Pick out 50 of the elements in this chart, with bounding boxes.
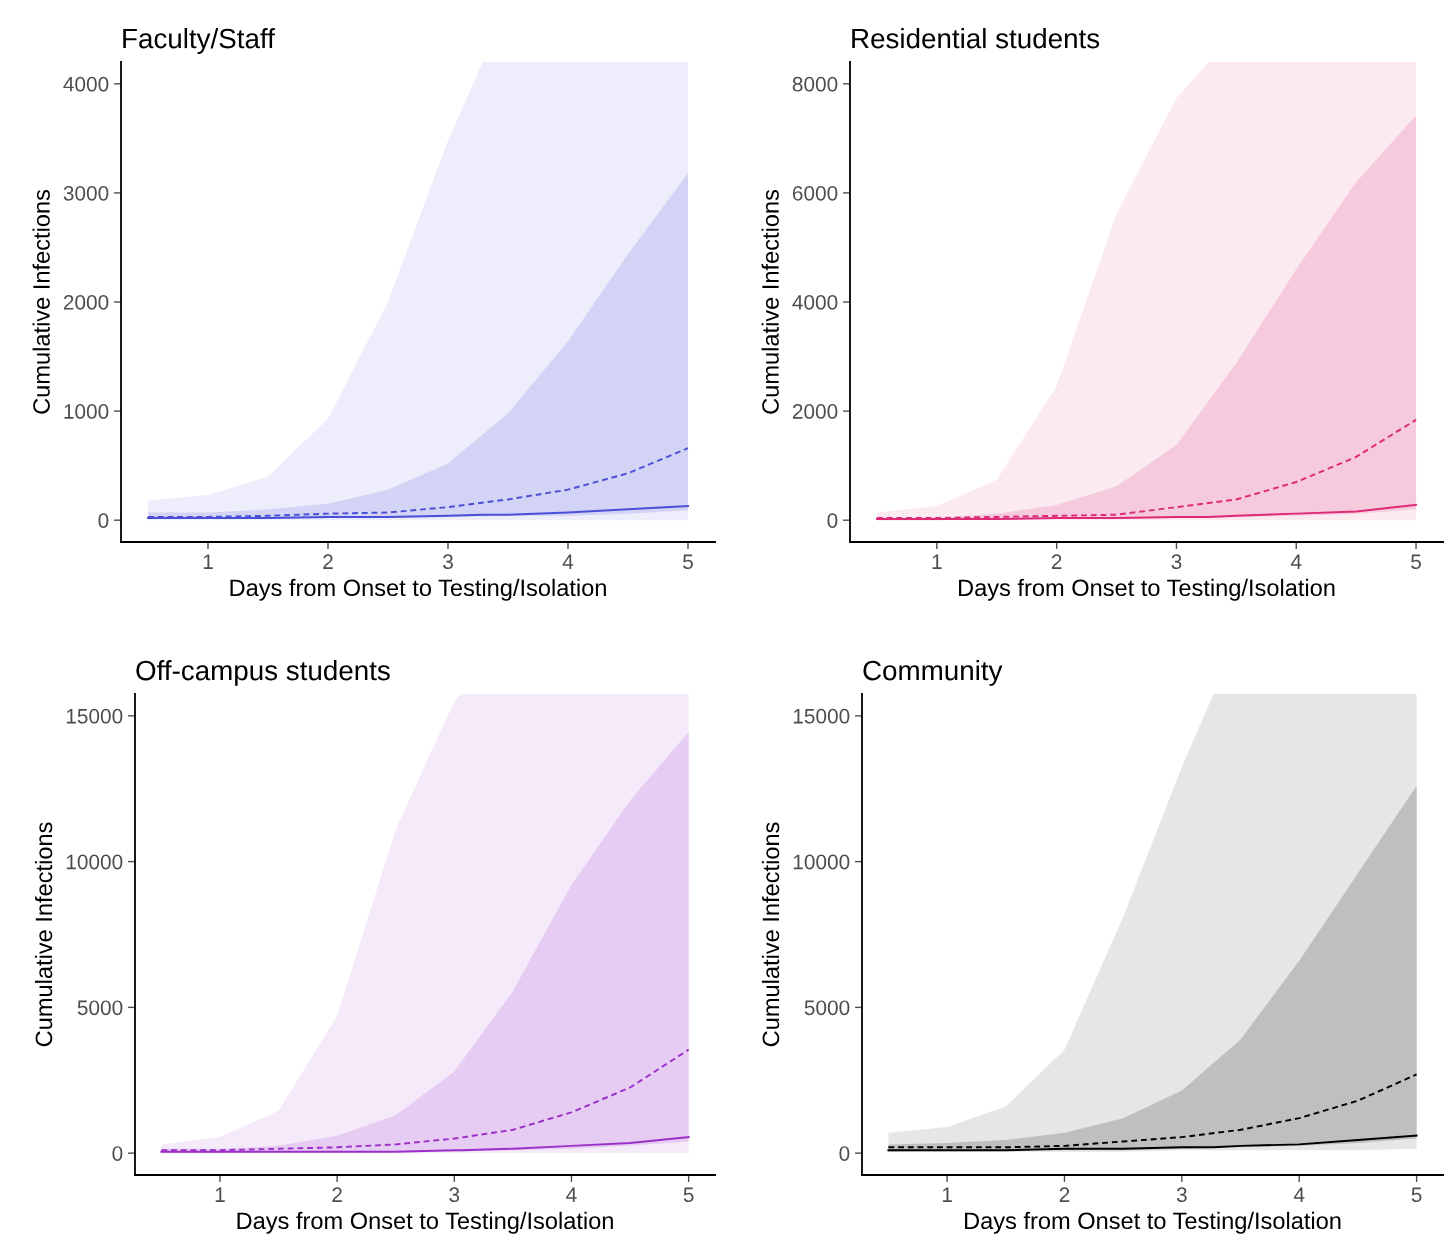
chart-title: Off-campus students bbox=[136, 659, 390, 686]
y-tick-label: 4000 bbox=[63, 76, 109, 92]
y-tick-label: 4000 bbox=[792, 295, 838, 310]
x-tick-label: 4 bbox=[1290, 554, 1302, 569]
x-axis-title: Days from Onset to Testing/Isolation bbox=[230, 578, 606, 601]
y-tick-label: 3000 bbox=[63, 185, 109, 201]
y-tick-label: 0 bbox=[98, 513, 109, 528]
x-axis-title: Days from Onset to Testing/Isolation bbox=[965, 1211, 1341, 1234]
x-tick-label: 1 bbox=[203, 554, 213, 569]
chart-title: Residential students bbox=[852, 27, 1100, 49]
y-axis-title: Cumulative Infections bbox=[34, 822, 53, 1047]
y-axis-title: Cumulative Infections bbox=[761, 822, 780, 1047]
y-axis-title: Cumulative Infections bbox=[32, 189, 50, 414]
x-tick-label: 2 bbox=[323, 554, 333, 569]
y-tick-label: 8000 bbox=[792, 76, 838, 92]
x-tick-label: 1 bbox=[215, 1187, 225, 1202]
y-tick-label: 10000 bbox=[793, 854, 850, 870]
x-tick-label: 4 bbox=[1293, 1187, 1305, 1202]
x-axis-title: Days from Onset to Testing/Isolation bbox=[237, 1211, 613, 1234]
x-tick-label: 5 bbox=[683, 554, 693, 570]
chart-title: Community bbox=[863, 659, 1003, 686]
y-tick-label: 5000 bbox=[804, 1000, 850, 1016]
chart-title: Faculty/Staff bbox=[123, 27, 275, 54]
x-tick-label: 3 bbox=[1176, 1187, 1187, 1203]
y-tick-label: 0 bbox=[827, 513, 838, 528]
x-tick-label: 3 bbox=[443, 554, 453, 570]
x-tick-label: 3 bbox=[449, 1187, 460, 1203]
y-tick-label: 15000 bbox=[793, 708, 850, 724]
x-tick-label: 3 bbox=[1171, 554, 1182, 570]
x-axis-title: Days from Onset to Testing/Isolation bbox=[959, 578, 1335, 601]
y-tick-label: 10000 bbox=[66, 854, 123, 870]
y-tick-label: 1000 bbox=[64, 404, 109, 419]
x-tick-label: 2 bbox=[1051, 554, 1062, 569]
x-tick-label: 2 bbox=[332, 1187, 342, 1202]
y-tick-label: 5000 bbox=[77, 1000, 123, 1016]
y-tick-label: 15000 bbox=[66, 708, 123, 724]
x-tick-label: 4 bbox=[566, 1187, 577, 1202]
y-tick-label: 6000 bbox=[792, 185, 838, 201]
y-tick-label: 0 bbox=[112, 1146, 123, 1161]
x-tick-label: 2 bbox=[1059, 1187, 1070, 1202]
y-tick-label: 2000 bbox=[792, 404, 838, 419]
x-tick-label: 1 bbox=[932, 554, 942, 569]
y-tick-label: 2000 bbox=[63, 295, 109, 310]
x-tick-label: 5 bbox=[1411, 554, 1421, 570]
x-tick-label: 4 bbox=[562, 554, 574, 569]
y-axis-title: Cumulative Infections bbox=[761, 189, 779, 414]
x-tick-label: 5 bbox=[1411, 1187, 1422, 1203]
x-tick-label: 1 bbox=[942, 1187, 952, 1202]
y-tick-label: 0 bbox=[839, 1146, 850, 1161]
x-tick-label: 5 bbox=[683, 1187, 694, 1203]
